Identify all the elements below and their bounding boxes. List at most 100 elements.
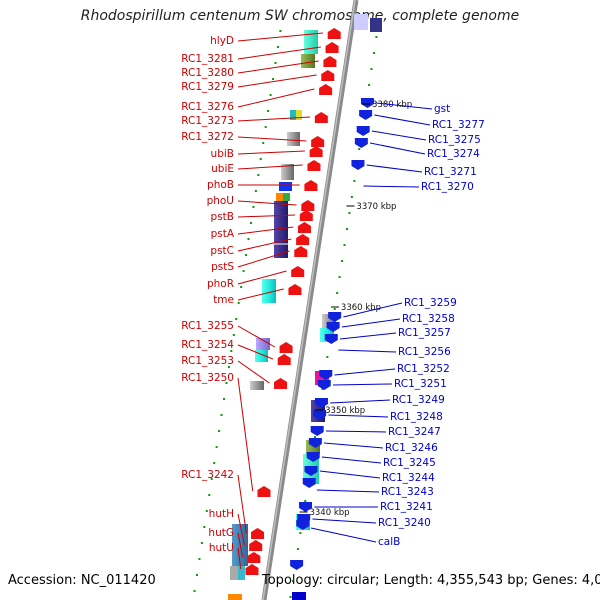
reverse-label-connector	[338, 349, 397, 353]
forward-label-connector	[237, 288, 284, 301]
reverse-gene-label: RC1_3271	[424, 166, 477, 178]
forward-gene-label: hutH	[209, 508, 234, 520]
forward-label-connector	[237, 474, 247, 534]
reverse-gene-arrow	[360, 98, 374, 108]
reverse-gene-label: RC1_3240	[378, 517, 431, 529]
track-dot	[299, 532, 302, 534]
forward-label-connector	[237, 360, 270, 384]
forward-gene-label: phoB	[207, 179, 234, 191]
track-dot	[289, 596, 292, 598]
forward-gene-arrow	[321, 70, 335, 81]
track-dot	[254, 190, 257, 192]
reverse-gene-arrow	[319, 370, 333, 380]
reverse-gene-label: RC1_3245	[383, 457, 436, 469]
track-dot	[193, 590, 196, 592]
reverse-gene-label: RC1_3246	[385, 442, 438, 454]
reverse-label-lines	[310, 102, 433, 543]
forward-label-connector	[237, 88, 315, 108]
reverse-gene-arrow	[299, 502, 313, 512]
track-dot	[272, 78, 275, 80]
forward-gene-arrow	[309, 146, 323, 157]
forward-gene-arrow	[297, 222, 311, 233]
track-dot	[333, 308, 336, 310]
reverse-gene-label: RC1_3270	[421, 181, 474, 193]
track-dot	[230, 350, 233, 352]
forward-gene-arrow	[327, 28, 341, 39]
reverse-gene-arrow	[308, 438, 322, 448]
forward-label-connector	[237, 270, 287, 285]
reverse-gene-label: RC1_3274	[427, 148, 480, 160]
reverse-label-connector	[310, 527, 377, 543]
reverse-gene-arrow	[304, 466, 318, 476]
reverse-gene-label: RC1_3256	[398, 346, 451, 358]
feature-box	[256, 338, 270, 350]
position-tick-label: 3360 kbp	[341, 303, 381, 313]
track-dot	[205, 510, 208, 512]
forward-label-connector	[237, 74, 317, 88]
reverse-label-connector	[366, 164, 423, 173]
reverse-gene-label: RC1_3249	[392, 394, 445, 406]
reverse-gene-arrow	[326, 322, 340, 332]
forward-gene-label: RC1_3242	[181, 469, 234, 481]
track-dot	[341, 260, 344, 262]
forward-label-connector	[237, 200, 297, 206]
forward-gene-arrow	[311, 136, 325, 147]
reverse-label-connector	[319, 470, 381, 479]
reverse-gene-arrow	[310, 426, 324, 436]
track-dot	[269, 94, 272, 96]
forward-label-connector	[237, 513, 245, 546]
forward-gene-label: RC1_3279	[181, 81, 234, 93]
forward-gene-arrow	[304, 180, 318, 191]
track-dot	[195, 574, 198, 576]
track-dot	[345, 228, 348, 230]
reverse-label-connector	[371, 130, 427, 141]
reverse-gene-arrow	[359, 110, 373, 120]
forward-gene-label: phoU	[207, 195, 234, 207]
forward-gene-label: tme	[213, 294, 234, 306]
forward-label-lines	[237, 32, 323, 570]
reverse-gene-arrow	[317, 380, 331, 390]
track-dot	[222, 398, 225, 400]
forward-gene-arrow	[294, 246, 308, 257]
track-dot	[291, 580, 294, 582]
reverse-label-connector	[328, 414, 389, 418]
forward-gene-label: RC1_3253	[181, 355, 234, 367]
reverse-gene-label: gst	[434, 103, 450, 115]
track-dot	[296, 548, 299, 550]
reverse-label-connector	[324, 442, 384, 449]
forward-gene-label: pstA	[211, 228, 235, 240]
feature-box	[296, 110, 302, 120]
forward-gene-arrow	[257, 486, 271, 497]
reverse-gene-label: RC1_3277	[432, 119, 485, 131]
reverse-label-connector	[339, 332, 397, 340]
forward-gene-label: hlyD	[210, 35, 234, 47]
forward-gene-label: phoR	[207, 278, 234, 290]
reverse-label-connector	[341, 318, 401, 328]
forward-gene-label: RC1_3254	[181, 339, 234, 351]
accession-text: Accession: NC_011420	[8, 573, 156, 588]
forward-label-connector	[237, 377, 254, 492]
genome-summary-text: Topology: circular; Length: 4,355,543 bp…	[262, 573, 600, 588]
track-dot	[338, 276, 341, 278]
forward-label-connector	[237, 164, 303, 170]
reverse-gene-label: RC1_3252	[397, 363, 450, 375]
map-title: Rhodospirillum centenum SW chromosome, c…	[80, 8, 520, 24]
reverse-gene-arrow	[296, 520, 310, 530]
feature-box	[370, 18, 382, 32]
reverse-gene-label: RC1_3251	[394, 378, 447, 390]
track-dot	[314, 436, 317, 438]
forward-gene-arrow	[319, 84, 333, 95]
reverse-gene-label: calB	[378, 536, 400, 548]
track-dot	[210, 478, 213, 480]
reverse-gene-label: RC1_3244	[382, 472, 435, 484]
track-dot	[215, 446, 218, 448]
forward-label-connector	[237, 116, 311, 122]
feature-box	[301, 54, 315, 68]
feature-box	[279, 182, 292, 191]
forward-gene-arrow	[301, 200, 315, 211]
reverse-label-connector	[363, 185, 420, 188]
track-dot	[279, 30, 282, 32]
forward-gene-label: RC1_3273	[181, 115, 234, 127]
forward-gene-label: hutG	[208, 527, 234, 539]
track-dot	[240, 286, 243, 288]
